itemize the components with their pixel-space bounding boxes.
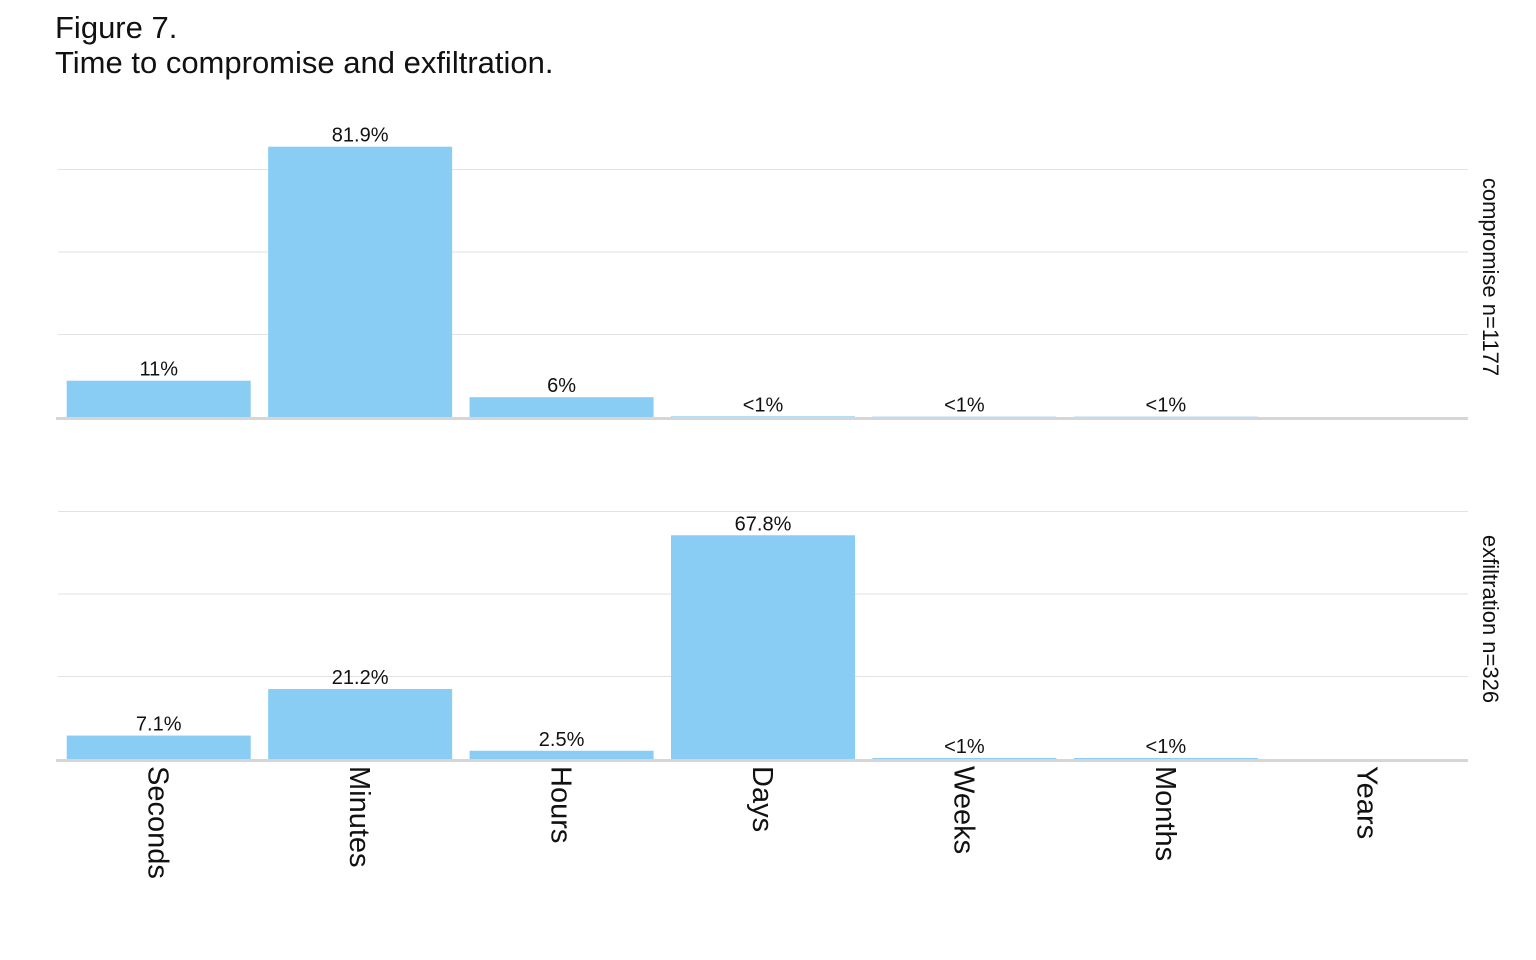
data-label: <1% <box>944 736 985 758</box>
data-label: 21.2% <box>332 667 389 689</box>
data-label: <1% <box>743 394 784 416</box>
data-label: 11% <box>139 359 178 381</box>
bar <box>469 397 654 417</box>
data-label: 2.5% <box>539 729 585 751</box>
x-tick-label: Minutes <box>343 766 375 868</box>
facet-label: compromise n=1177 <box>1478 178 1503 376</box>
bar <box>66 380 251 417</box>
x-tick-label: Days <box>746 766 778 832</box>
data-label: 81.9% <box>332 125 389 147</box>
data-label: <1% <box>944 395 985 417</box>
x-tick-label: Years <box>1350 766 1382 839</box>
x-tick-label: Months <box>1149 766 1181 861</box>
x-tick-label: Hours <box>545 766 577 843</box>
bar <box>66 735 251 759</box>
bar <box>1073 758 1258 759</box>
bar <box>671 416 855 417</box>
data-label: 7.1% <box>136 714 182 736</box>
facet-label: exfiltration n=326 <box>1478 535 1503 703</box>
bar <box>268 146 453 418</box>
bar <box>671 535 855 759</box>
x-tick-label: Weeks <box>947 766 979 854</box>
data-label: <1% <box>1146 395 1187 417</box>
data-label: 67.8% <box>735 513 792 535</box>
bar <box>268 689 453 759</box>
figure-title: Time to compromise and exfiltration. <box>55 45 554 80</box>
x-tick-label: Seconds <box>142 766 174 879</box>
figure-title-block: Figure 7. Time to compromise and exfiltr… <box>55 10 553 80</box>
figure-label: Figure 7. <box>55 10 178 45</box>
data-label: <1% <box>1146 736 1187 758</box>
bar <box>469 750 654 759</box>
data-label: 6% <box>547 375 576 397</box>
bar <box>872 758 1057 759</box>
